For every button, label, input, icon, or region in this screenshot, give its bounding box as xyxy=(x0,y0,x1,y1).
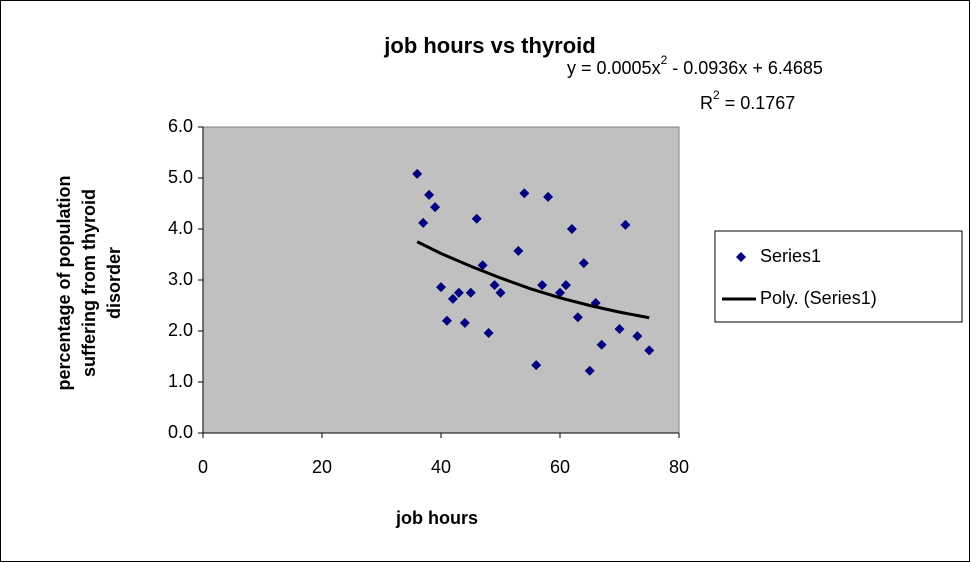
y-tick-label: 5.0 xyxy=(168,167,193,187)
legend-marker xyxy=(736,252,746,262)
point xyxy=(436,282,446,293)
r-squared: R2 = 0.1767 xyxy=(700,88,795,113)
point xyxy=(412,168,423,179)
r-squared-sup: 2 xyxy=(713,88,720,102)
y-tick-label: 3.0 xyxy=(168,269,193,289)
legend-label: Series1 xyxy=(760,246,821,266)
x-tick-label: 40 xyxy=(431,457,451,477)
y-tick-label: 2.0 xyxy=(168,320,193,340)
point xyxy=(584,365,595,376)
x-tick-label: 80 xyxy=(669,457,689,477)
point xyxy=(489,280,500,291)
point xyxy=(418,217,429,228)
point xyxy=(632,331,643,342)
point xyxy=(465,287,476,298)
equation-text: - 0.0936x + 6.4685 xyxy=(667,58,823,78)
x-tick-label: 20 xyxy=(312,457,332,477)
point xyxy=(459,317,470,328)
point xyxy=(566,224,577,234)
point xyxy=(477,260,488,271)
point xyxy=(644,345,655,356)
y-tick-label: 1.0 xyxy=(168,371,193,391)
y-axis-label: disorder xyxy=(104,247,124,319)
point xyxy=(519,188,530,199)
x-tick-label: 0 xyxy=(198,457,208,477)
y-axis-label: percentage of population xyxy=(54,175,74,390)
point xyxy=(483,328,494,339)
point xyxy=(495,287,506,298)
point xyxy=(471,213,482,224)
point xyxy=(614,323,625,334)
point xyxy=(620,219,631,230)
trend-line xyxy=(416,240,650,320)
equation-sup: 2 xyxy=(661,53,668,67)
point xyxy=(560,280,571,291)
point xyxy=(596,339,607,350)
plot-area xyxy=(202,126,680,434)
point xyxy=(453,287,464,298)
point xyxy=(537,280,548,291)
chart-title: job hours vs thyroid xyxy=(383,33,595,58)
x-axis-label: job hours xyxy=(395,508,478,528)
r-squared-text: = 0.1767 xyxy=(720,93,796,113)
point xyxy=(572,312,583,323)
y-tick-label: 6.0 xyxy=(168,116,193,136)
legend-label: Poly. (Series1) xyxy=(760,288,877,308)
point xyxy=(447,293,458,304)
point xyxy=(543,191,554,202)
equation-text: y = 0.0005x xyxy=(567,58,661,78)
y-tick-label: 4.0 xyxy=(168,218,193,238)
point xyxy=(578,258,589,269)
point xyxy=(555,287,565,298)
legend-box xyxy=(714,230,963,323)
point xyxy=(424,189,435,200)
point xyxy=(513,245,524,256)
r-squared-text: R xyxy=(700,93,713,113)
y-axis-label: suffering from thyroid xyxy=(79,189,99,377)
y-tick-label: 0.0 xyxy=(168,422,193,442)
point xyxy=(441,315,452,326)
x-tick-label: 60 xyxy=(550,457,570,477)
point xyxy=(531,360,542,371)
point xyxy=(430,202,441,213)
equation: y = 0.0005x2 - 0.0936x + 6.4685 xyxy=(567,53,823,78)
